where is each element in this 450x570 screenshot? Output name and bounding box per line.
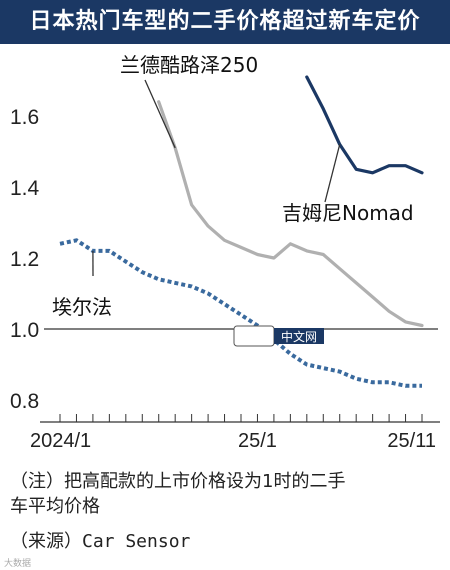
y-tick-label: 1.2 xyxy=(10,248,39,271)
series-label: 兰德酷路泽250 xyxy=(120,53,258,77)
source-value: Car Sensor xyxy=(82,531,191,552)
y-tick-label: 0.8 xyxy=(10,390,39,413)
source-label: （来源） xyxy=(10,531,82,552)
x-tick-label: 2024/1 xyxy=(30,430,91,452)
series-line-1 xyxy=(305,75,424,175)
y-tick-label: 1.4 xyxy=(10,177,40,200)
note-line-2: 车平均价格 xyxy=(10,496,100,517)
x-axis: 2024/1 25/1 25/11 xyxy=(30,414,436,452)
note-line-1: （注）把高配款的上市价格设为1时的二手 xyxy=(10,471,346,492)
series-line-2 xyxy=(59,238,422,388)
bottom-watermark: 大数据 xyxy=(4,559,32,569)
source-line: （来源）Car Sensor xyxy=(10,527,190,553)
series-label: 吉姆尼Nomad xyxy=(282,201,414,225)
x-tick-label: 25/11 xyxy=(387,430,436,452)
label-leader-line xyxy=(144,79,176,149)
series-labels: 兰德酷路泽250 吉姆尼Nomad 埃尔法 xyxy=(52,53,414,319)
line-chart: 0.8 1.0 1.2 1.4 1.6 2024/1 25/1 25/11 兰德酷路泽250… xyxy=(10,53,440,452)
watermark-logo: 中文网 xyxy=(233,325,324,347)
watermark-text: 中文网 xyxy=(281,329,317,344)
x-tick-label: 25/1 xyxy=(238,430,277,452)
title-bar xyxy=(0,0,450,44)
watermark-logo-mark xyxy=(233,325,275,347)
chart-title: 日本热门车型的二手价格超过新车定价 xyxy=(29,9,421,34)
series-group xyxy=(59,75,424,388)
y-axis: 0.8 1.0 1.2 1.4 1.6 xyxy=(10,106,40,413)
y-tick-label: 1.6 xyxy=(10,106,39,129)
series-line-0 xyxy=(157,100,424,328)
series-label: 埃尔法 xyxy=(52,295,112,319)
label-leader-line xyxy=(324,144,341,203)
watermark-logo-band xyxy=(274,328,324,344)
y-tick-label: 1.0 xyxy=(10,319,39,342)
